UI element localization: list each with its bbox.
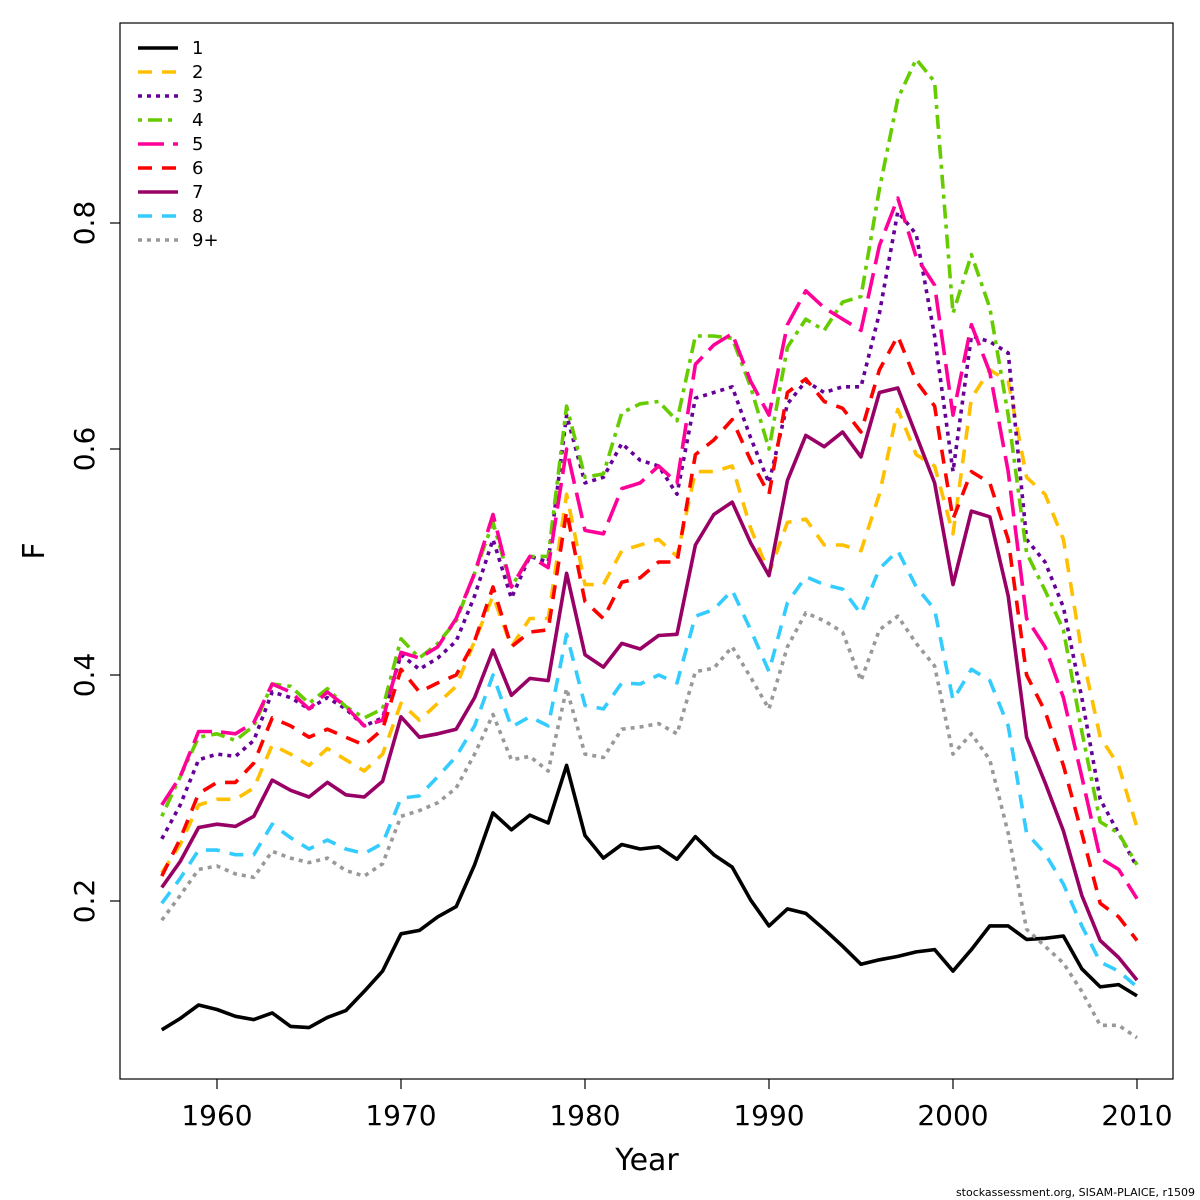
x-tick-label: 1980 [549, 1099, 620, 1132]
y-tick-label: 0.2 [68, 879, 101, 924]
x-tick-label: 1970 [365, 1099, 436, 1132]
legend-label: 9+ [192, 230, 219, 251]
legend-label: 7 [192, 182, 203, 203]
legend: 1 2 3 4 5 6 7 8 9+ [138, 38, 219, 251]
y-axis-title: F [17, 542, 52, 559]
legend-label: 6 [192, 158, 203, 179]
credit-text: stockassessment.org, SISAM-PLAICE, r1509 [956, 1186, 1195, 1199]
y-tick-label: 0.8 [68, 201, 101, 246]
legend-label: 3 [192, 86, 203, 107]
legend-label: 1 [192, 38, 203, 59]
legend-label: 8 [192, 206, 203, 227]
legend-label: 4 [192, 110, 203, 131]
series-line-2 [160, 368, 1139, 874]
series-line-6 [160, 334, 1139, 942]
series-line-3 [160, 209, 1139, 868]
x-tick-label: 2000 [917, 1099, 988, 1132]
series-lines [160, 57, 1139, 1040]
x-axis-title: Year [614, 1143, 679, 1178]
y-tick-label: 0.4 [68, 653, 101, 698]
series-line-7 [160, 386, 1139, 982]
y-tick-label: 0.6 [68, 427, 101, 472]
legend-label: 2 [192, 62, 203, 83]
x-tick-label: 2010 [1101, 1099, 1172, 1132]
legend-label: 5 [192, 134, 203, 155]
series-line-1 [160, 763, 1138, 1032]
series-line-9plus [160, 610, 1139, 1040]
x-tick-label: 1960 [181, 1099, 252, 1132]
x-tick-label: 1990 [733, 1099, 804, 1132]
series-line-4 [160, 57, 1139, 866]
x-axis: 1960 1970 1980 1990 2000 2010 [181, 1079, 1173, 1132]
series-line-5 [160, 196, 1139, 900]
plot-frame [119, 22, 1174, 1080]
y-axis: 0.2 0.4 0.6 0.8 [68, 201, 120, 924]
series-line-8 [160, 548, 1139, 989]
